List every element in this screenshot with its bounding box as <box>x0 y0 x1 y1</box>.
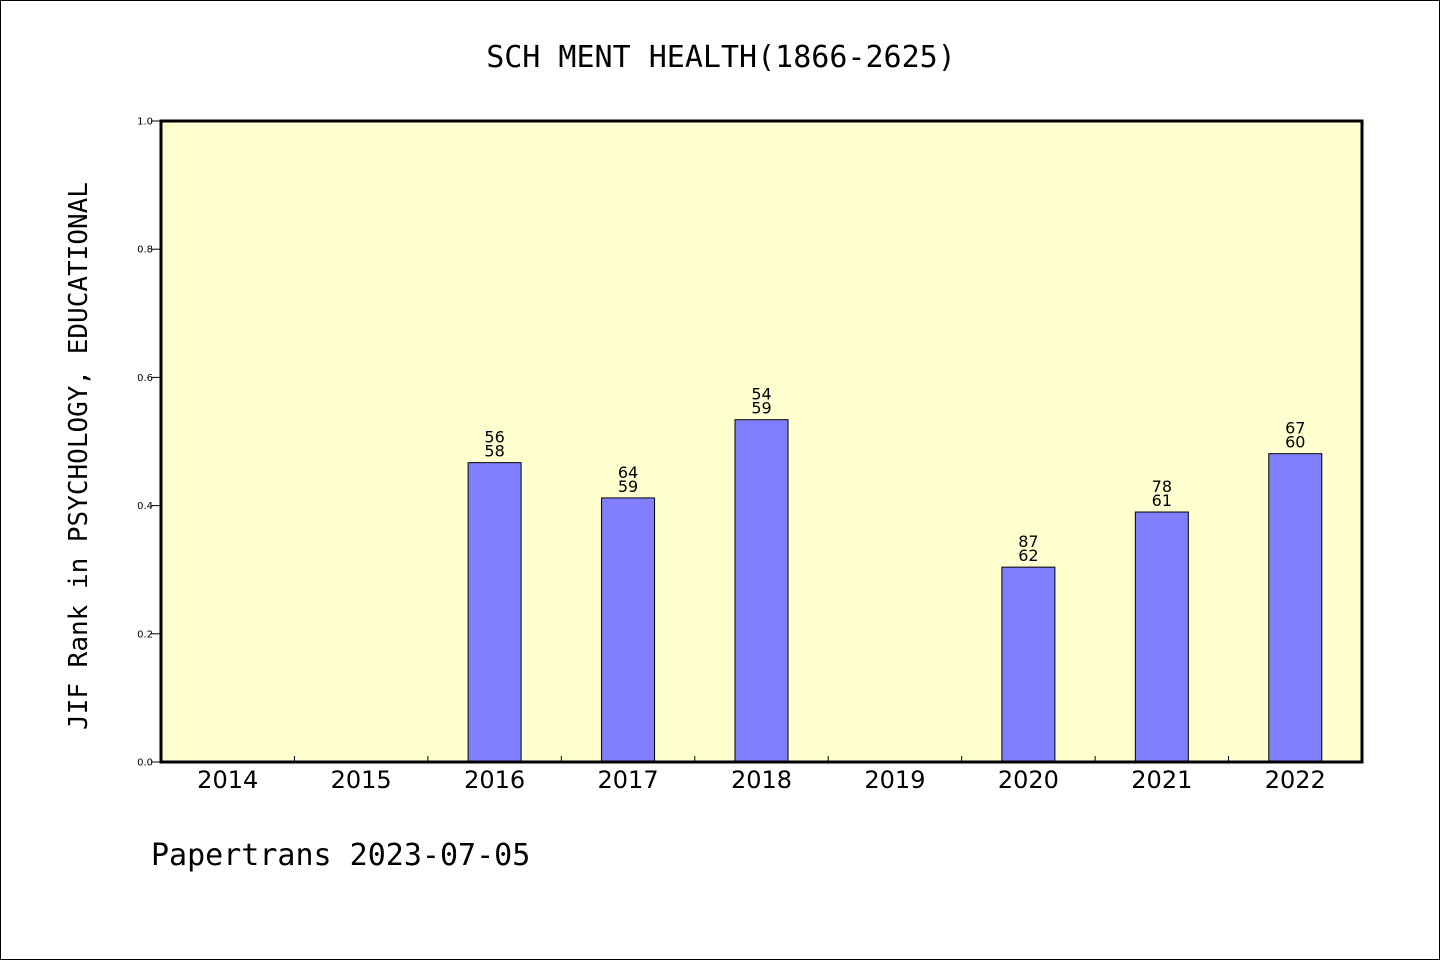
bar-label-top: 56 <box>484 428 504 447</box>
bar-label-bottom: 59 <box>751 399 771 418</box>
bar-2021 <box>1134 511 1189 763</box>
footer-credit: Papertrans 2023-07-05 <box>151 838 530 873</box>
bar-label-bottom: 58 <box>484 442 504 461</box>
x-tick-label: 2021 <box>1131 766 1192 794</box>
chart-title: SCH MENT HEALTH(1866-2625) <box>486 40 956 75</box>
x-tick-label: 2015 <box>331 766 392 794</box>
x-tick-label: 2019 <box>864 766 925 794</box>
bar-label-top: 64 <box>618 463 638 482</box>
bar-2018 <box>734 419 789 763</box>
x-tick-label: 2020 <box>998 766 1059 794</box>
x-tick-label: 2022 <box>1265 766 1326 794</box>
y-tick-label: 0.6 <box>137 373 153 384</box>
y-tick-label: 0.0 <box>137 758 153 769</box>
bar-2017 <box>601 497 656 763</box>
bar-2020 <box>1001 566 1056 763</box>
y-tick-label: 0.2 <box>137 629 153 640</box>
y-tick-label: 0.4 <box>137 501 153 512</box>
y-tick-label: 1.0 <box>137 117 153 128</box>
plot-border <box>159 119 1364 764</box>
x-tick-label: 2016 <box>464 766 525 794</box>
bar-label-bottom: 59 <box>618 477 638 496</box>
bar-2016 <box>467 462 522 763</box>
bar-2022 <box>1268 453 1323 763</box>
bar-label-top: 67 <box>1285 419 1305 438</box>
x-tick-label: 2018 <box>731 766 792 794</box>
y-axis-label: JIF Rank in PSYCHOLOGY, EDUCATIONAL <box>64 182 94 730</box>
bar-label-top: 54 <box>751 385 771 404</box>
ticks-layer: 0.0 0.2 0.4 0.6 0.8 1.0 2014 2015 2016 2017 2018 20… <box>137 117 1326 795</box>
bar-label-bottom: 61 <box>1152 491 1172 510</box>
x-tick-label: 2017 <box>598 766 659 794</box>
x-tick-label: 2014 <box>197 766 258 794</box>
bar-label-top: 78 <box>1152 477 1172 496</box>
bar-label-bottom: 62 <box>1018 546 1038 565</box>
y-tick-label: 0.8 <box>137 245 153 256</box>
bar-label-bottom: 60 <box>1285 433 1305 452</box>
bar-label-top: 87 <box>1018 532 1038 551</box>
